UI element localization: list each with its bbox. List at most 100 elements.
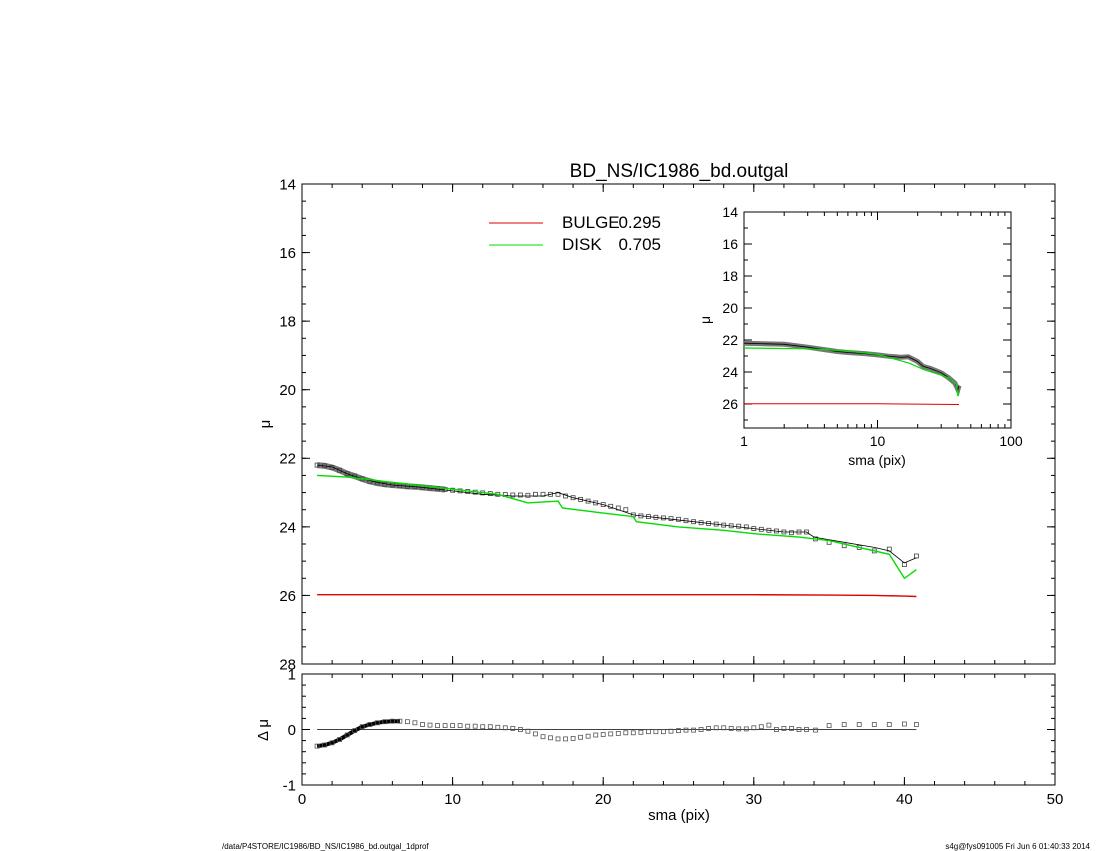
residual-point	[367, 722, 373, 727]
inset-x-tick-label: 1	[740, 433, 748, 449]
main-y-tick-label: 22	[279, 451, 296, 468]
residual-point	[683, 727, 689, 733]
residual-point	[540, 734, 546, 740]
residual-x-axis-label: sma (pix)	[648, 807, 710, 824]
inset-x-axis-label: sma (pix)	[848, 452, 906, 468]
main-y-axis-label: μ	[257, 420, 274, 429]
residual-point	[668, 728, 674, 734]
chart-title: BD_NS/IC1986_bd.outgal	[570, 161, 789, 182]
main-y-tick-label: 14	[279, 176, 296, 193]
residual-point	[623, 730, 629, 736]
residual-point	[382, 719, 388, 725]
inset-y-axis-label: μ	[697, 316, 713, 324]
residual-point	[856, 722, 862, 727]
residual-point	[886, 722, 892, 727]
residual-point	[721, 725, 727, 731]
residual-point	[344, 732, 350, 738]
residual-point	[758, 724, 764, 730]
legend-label-bulge: BULGE	[562, 213, 620, 232]
residual-point	[751, 725, 757, 731]
main-y-tick-label: 20	[279, 382, 296, 399]
residual-point	[638, 729, 644, 735]
residual-point	[465, 723, 471, 729]
inset-x-tick-label: 100	[999, 433, 1023, 449]
residual-point	[796, 727, 802, 732]
data-point	[743, 524, 749, 530]
data-point	[676, 516, 681, 522]
data-point	[623, 507, 629, 513]
footer-timestamp: s4g@fys091005 Fri Jun 6 01:40:33 2014	[945, 842, 1090, 851]
residual-point	[804, 727, 809, 732]
residual-point	[698, 727, 704, 732]
inset-x-tick-label: 10	[870, 433, 886, 449]
residual-point	[472, 723, 478, 729]
data-point	[518, 492, 523, 498]
residual-point	[600, 732, 606, 737]
residual-point	[374, 720, 380, 726]
residual-point	[766, 722, 772, 728]
inset-y-tick-label: 14	[722, 204, 738, 220]
residual-point	[914, 722, 919, 727]
residual-y-tick-label: 1	[288, 666, 296, 683]
data-point	[736, 523, 742, 529]
residual-x-tick-label: 50	[1047, 791, 1064, 808]
data-point	[525, 492, 531, 498]
residual-point	[585, 733, 591, 739]
inset-bulge-line	[744, 403, 960, 405]
main-y-tick-label: 28	[279, 656, 296, 673]
residual-point	[412, 720, 418, 726]
residual-point	[570, 736, 576, 741]
residual-point	[314, 743, 320, 749]
main-y-tick-label: 24	[279, 519, 296, 536]
residual-point	[706, 726, 711, 731]
inset-y-tick-label: 18	[722, 268, 738, 284]
residual-point	[487, 724, 493, 730]
inset-frame	[743, 211, 1012, 429]
residual-point	[578, 734, 583, 740]
residual-point	[352, 728, 358, 733]
residual-x-tick-label: 10	[444, 791, 461, 808]
inset-y-tick-label: 22	[722, 332, 738, 348]
inset-y-tick-label: 26	[722, 396, 738, 412]
inset-y-tick-label: 20	[722, 300, 738, 316]
residual-point	[713, 725, 719, 731]
residual-point	[442, 723, 448, 728]
residual-point	[615, 731, 621, 736]
residual-x-tick-label: 40	[896, 791, 913, 808]
main-panel: 14 16 18 20 22 24 26 28 μ	[257, 176, 1056, 673]
residual-point	[555, 736, 561, 742]
model-line	[317, 464, 917, 564]
residual-x-tick-label: 20	[595, 791, 612, 808]
residual-point	[563, 736, 568, 742]
residual-y-tick-label: -1	[283, 777, 296, 794]
inset-y-tick-label: 24	[722, 364, 738, 380]
data-point	[789, 530, 794, 536]
residual-point	[608, 731, 614, 737]
residual-point	[359, 724, 365, 730]
residual-point	[397, 718, 403, 724]
residual-point	[813, 727, 818, 733]
residual-point	[457, 723, 463, 728]
legend-value-bulge: 0.295	[618, 213, 661, 232]
residual-point	[548, 735, 553, 741]
residual-point	[646, 729, 651, 735]
residual-y-tick-label: 0	[288, 722, 296, 739]
data-point	[600, 502, 606, 508]
residual-point	[653, 729, 659, 735]
data-point	[914, 553, 919, 559]
residual-point	[450, 723, 456, 728]
residual-point	[510, 726, 516, 731]
data-point	[337, 467, 343, 473]
residual-point	[789, 726, 794, 731]
residual-point	[743, 726, 749, 732]
residual-point	[630, 730, 636, 736]
data-point	[570, 495, 576, 501]
residual-y-axis-label: Δ μ	[255, 719, 272, 741]
main-y-tick-label: 16	[279, 245, 296, 262]
data-point	[593, 500, 599, 506]
data-point	[548, 491, 553, 497]
legend-value-disk: 0.705	[618, 235, 661, 254]
residual-x-tick-label: 30	[745, 791, 762, 808]
